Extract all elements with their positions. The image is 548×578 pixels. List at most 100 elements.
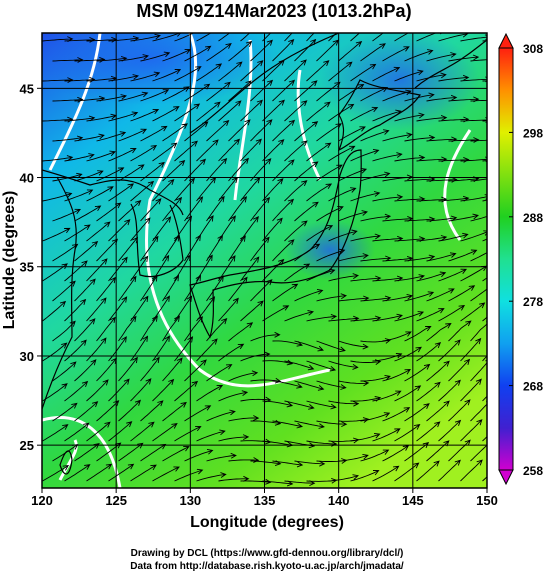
streamline	[130, 33, 161, 42]
colorbar-tick-label: 268	[523, 380, 543, 394]
streamline	[470, 99, 487, 102]
streamline	[404, 363, 431, 382]
streamline	[372, 313, 403, 322]
streamline	[64, 339, 87, 362]
streamline	[64, 260, 88, 282]
streamline	[64, 464, 91, 482]
streamline	[272, 119, 296, 142]
streamline	[360, 43, 386, 62]
streamline	[284, 400, 315, 410]
colorbar: 258 268 278 288 298 308	[498, 32, 543, 486]
streamline	[130, 378, 152, 402]
streamline	[140, 315, 158, 342]
streamline	[328, 400, 360, 407]
streamline	[360, 86, 389, 102]
streamline	[426, 360, 450, 382]
streamline	[228, 322, 254, 342]
streamline	[460, 337, 482, 362]
streamline	[250, 79, 274, 102]
streamline	[382, 407, 411, 422]
streamline	[404, 254, 436, 262]
streamline	[218, 138, 241, 162]
y-tick-label: 25	[20, 438, 34, 453]
colorbar-tick-label: 288	[523, 211, 543, 225]
streamline	[52, 96, 84, 103]
streamline	[394, 69, 424, 82]
streamline	[96, 316, 116, 342]
streamline	[74, 56, 106, 63]
streamline	[360, 412, 391, 422]
streamline	[438, 419, 462, 442]
streamline	[360, 255, 392, 262]
streamline	[262, 99, 285, 122]
streamline	[338, 295, 370, 302]
y-tick-label: 35	[20, 260, 34, 275]
streamline	[306, 360, 337, 372]
streamline	[470, 320, 487, 342]
streamline	[64, 422, 90, 442]
streamline	[162, 274, 180, 302]
streamline	[394, 274, 425, 282]
streamline	[284, 310, 314, 322]
streamline	[218, 343, 245, 362]
x-tick-label: 145	[402, 493, 424, 508]
streamline	[262, 359, 294, 366]
streamline	[250, 377, 282, 384]
streamline	[162, 357, 183, 382]
streamline	[108, 111, 139, 122]
streamline	[350, 275, 382, 282]
streamline	[52, 57, 84, 63]
streamline	[306, 101, 331, 122]
streamline	[86, 463, 113, 482]
streamline	[74, 442, 100, 462]
streamline	[338, 253, 369, 262]
streamline	[426, 215, 458, 222]
streamline	[196, 472, 227, 482]
streamline	[316, 293, 347, 302]
streamline	[448, 285, 476, 302]
streamline	[360, 213, 392, 222]
streamline	[52, 402, 78, 422]
streamline	[426, 400, 450, 422]
streamline	[470, 400, 487, 422]
streamline	[152, 69, 182, 82]
streamline	[86, 150, 116, 162]
streamline	[350, 148, 380, 162]
streamline	[184, 274, 202, 302]
x-axis-label: Longitude (degrees)	[190, 514, 344, 531]
streamline	[438, 232, 469, 242]
streamline	[338, 417, 370, 423]
streamline	[108, 296, 128, 322]
streamline	[96, 276, 116, 302]
streamline	[382, 369, 411, 382]
streamline	[228, 415, 260, 422]
streamline	[404, 403, 430, 422]
streamline	[196, 296, 216, 322]
streamline	[52, 361, 77, 382]
streamline	[438, 339, 461, 362]
x-tick-label: 120	[31, 493, 53, 508]
streamline	[240, 138, 262, 162]
streamline	[328, 145, 356, 162]
streamline	[108, 421, 133, 442]
streamline	[284, 140, 308, 162]
streamline	[350, 63, 377, 82]
streamline	[250, 236, 270, 262]
streamline	[64, 153, 95, 162]
streamline	[382, 445, 410, 462]
streamline	[174, 33, 200, 42]
streamline	[438, 268, 468, 282]
streamline	[152, 142, 178, 162]
streamline	[228, 276, 248, 302]
streamline	[130, 108, 160, 122]
streamline	[306, 60, 330, 82]
streamline	[130, 335, 149, 362]
streamline	[394, 311, 425, 322]
streamline	[294, 121, 319, 142]
streamline	[372, 33, 384, 42]
streamline	[426, 176, 458, 183]
streamline	[42, 155, 74, 162]
streamline	[218, 297, 239, 322]
streamline	[130, 71, 161, 82]
streamline	[108, 183, 135, 202]
